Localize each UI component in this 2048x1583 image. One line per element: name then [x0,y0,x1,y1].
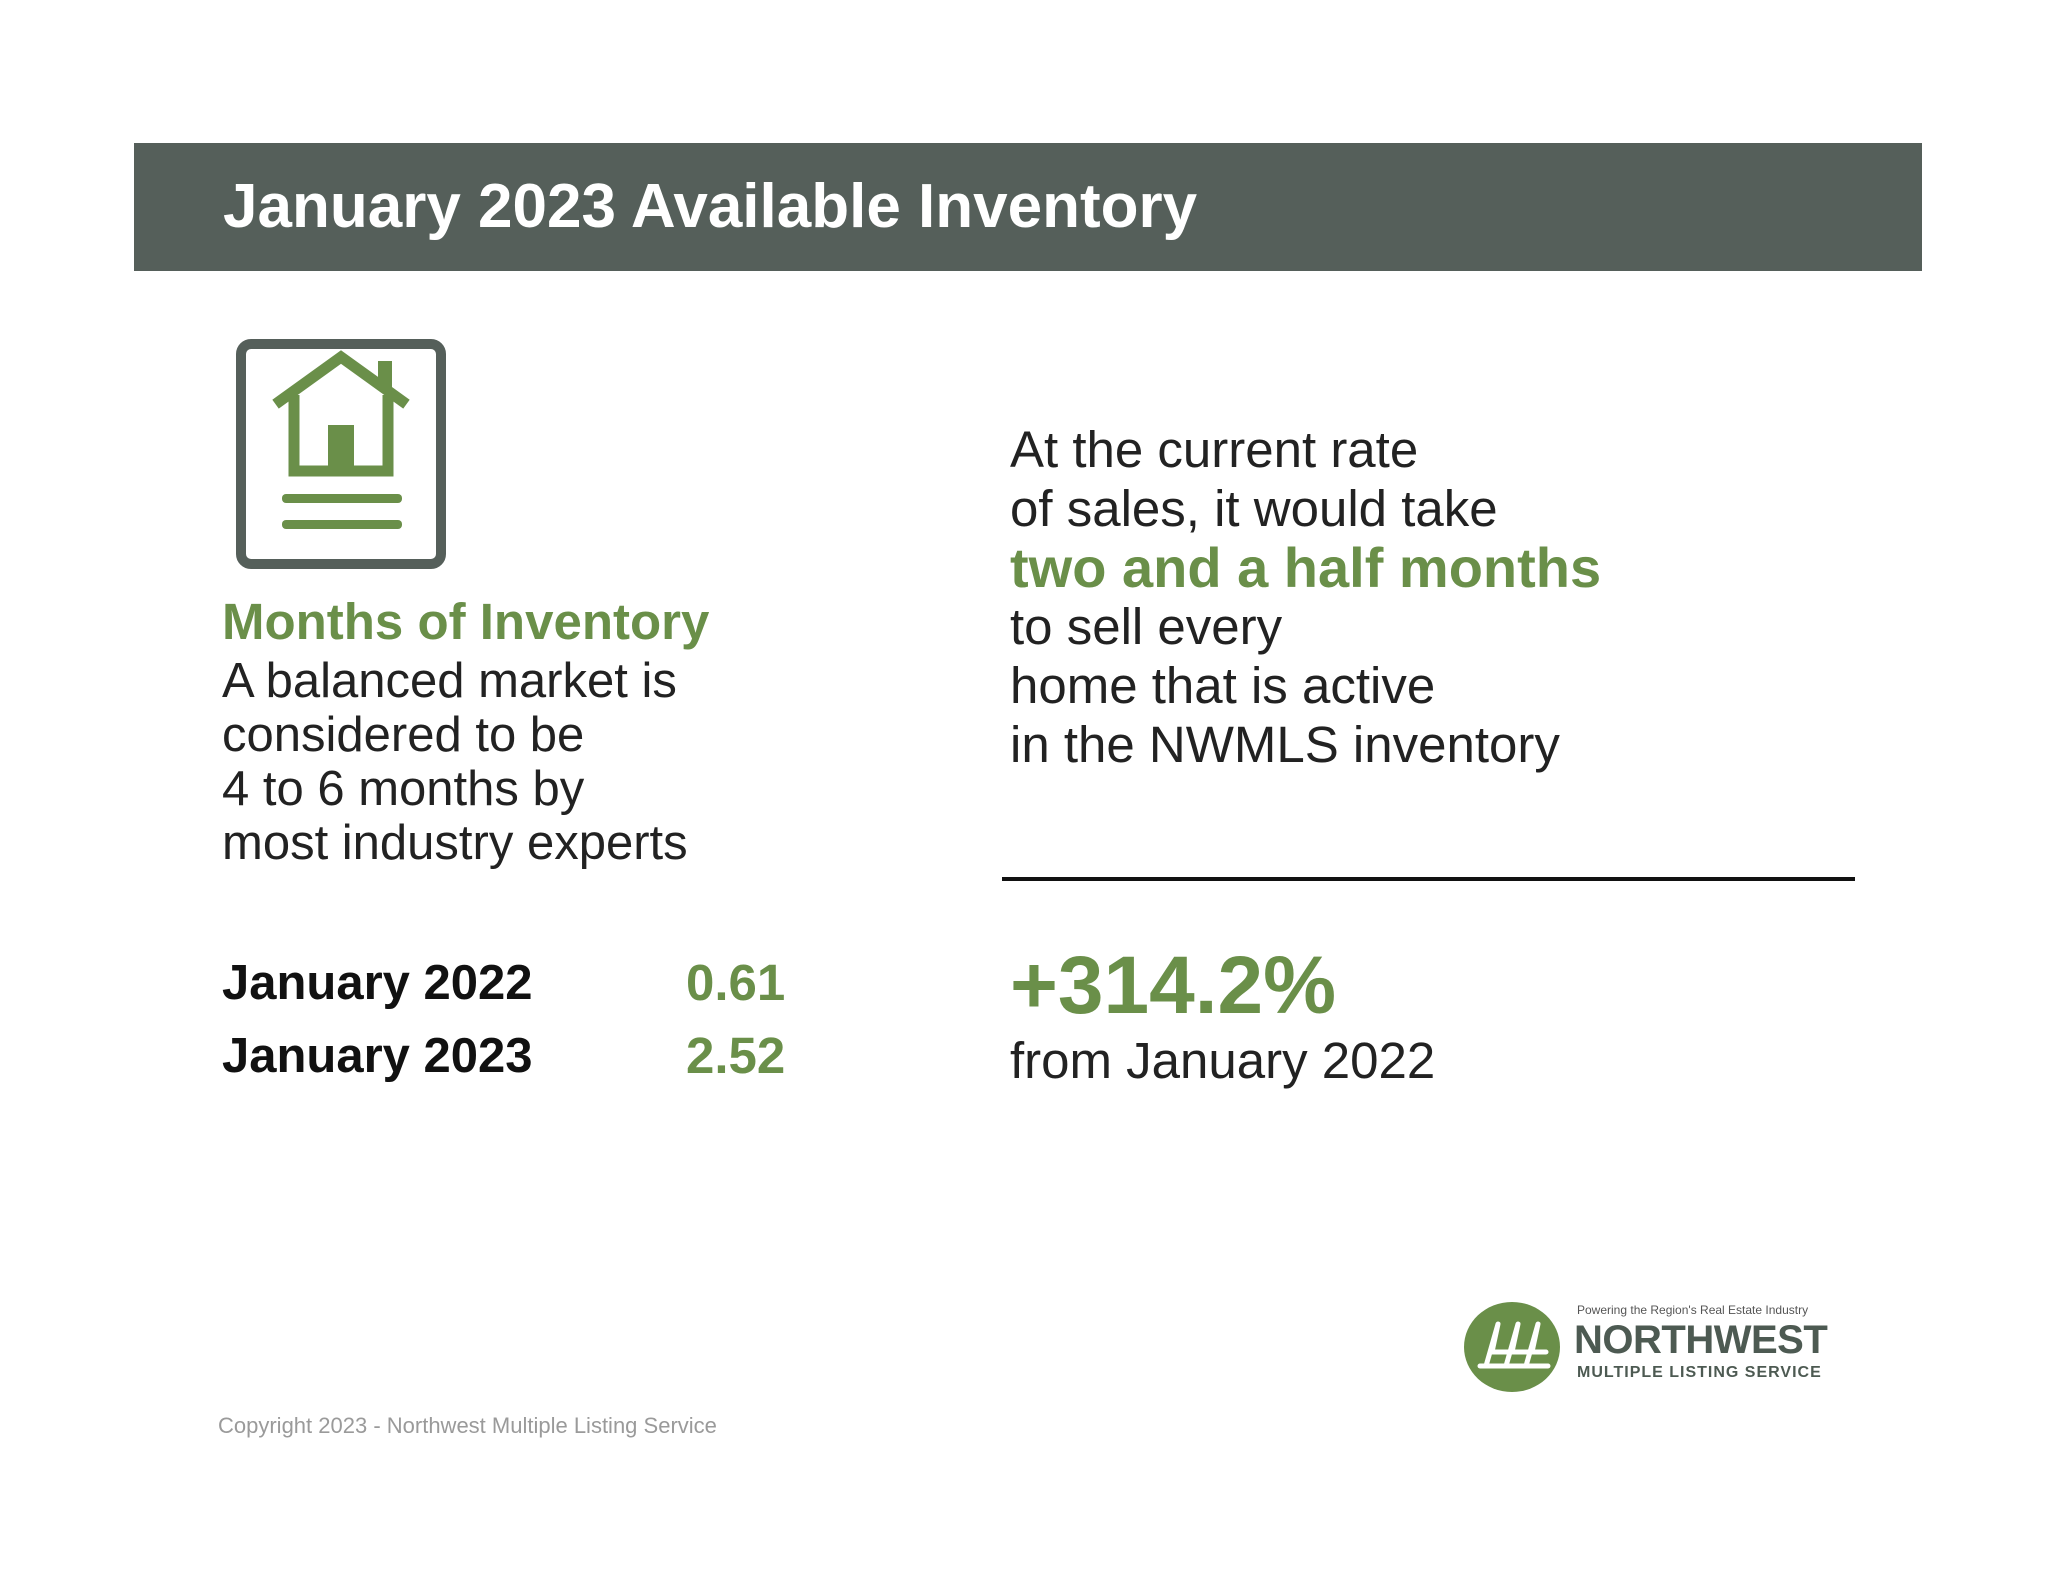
months-of-inventory-description: A balanced market is considered to be 4 … [222,654,782,870]
percent-change: +314.2% [1010,940,1336,1031]
months-of-inventory-heading: Months of Inventory [222,593,710,650]
description-line: most industry experts [222,816,688,870]
page-title: January 2023 Available Inventory [223,172,1198,241]
stat-value: 2.52 [686,1027,786,1084]
nwmls-logo-icon [1464,1302,1560,1392]
title-bar: January 2023 Available Inventory [134,143,1922,271]
description-line: considered to be [222,708,585,762]
house-card-icon [236,339,446,569]
statement-line: to sell every [1010,598,1283,655]
statement-highlight: two and a half months [1010,536,1602,599]
statement-line: home that is active [1010,657,1436,714]
logo-tagline: Powering the Region's Real Estate Indust… [1577,1303,1809,1317]
description-line: A balanced market is [222,654,677,708]
logo-name: NORTHWEST [1574,1318,1828,1362]
percent-change-note: from January 2022 [1010,1032,1436,1089]
description-line: 4 to 6 months by [222,762,585,816]
statement-line: At the current rate [1010,421,1419,478]
divider [1002,877,1855,881]
sales-rate-statement: At the current rate of sales, it would t… [1010,420,1910,774]
copyright-text: Copyright 2023 - Northwest Multiple List… [218,1413,717,1438]
logo-subname: MULTIPLE LISTING SERVICE [1577,1364,1822,1381]
nwmls-logo: Powering the Region's Real Estate Indust… [1460,1300,1860,1392]
stat-label: January 2023 [222,1029,533,1083]
stat-value: 0.61 [686,954,786,1011]
stat-label: January 2022 [222,956,533,1010]
statement-line: in the NWMLS inventory [1010,716,1560,773]
statement-line: of sales, it would take [1010,480,1498,537]
stats-table: January 2022 0.61 January 2023 2.52 [222,950,842,1096]
stat-row: January 2023 2.52 [222,1023,842,1096]
stat-row: January 2022 0.61 [222,950,842,1023]
